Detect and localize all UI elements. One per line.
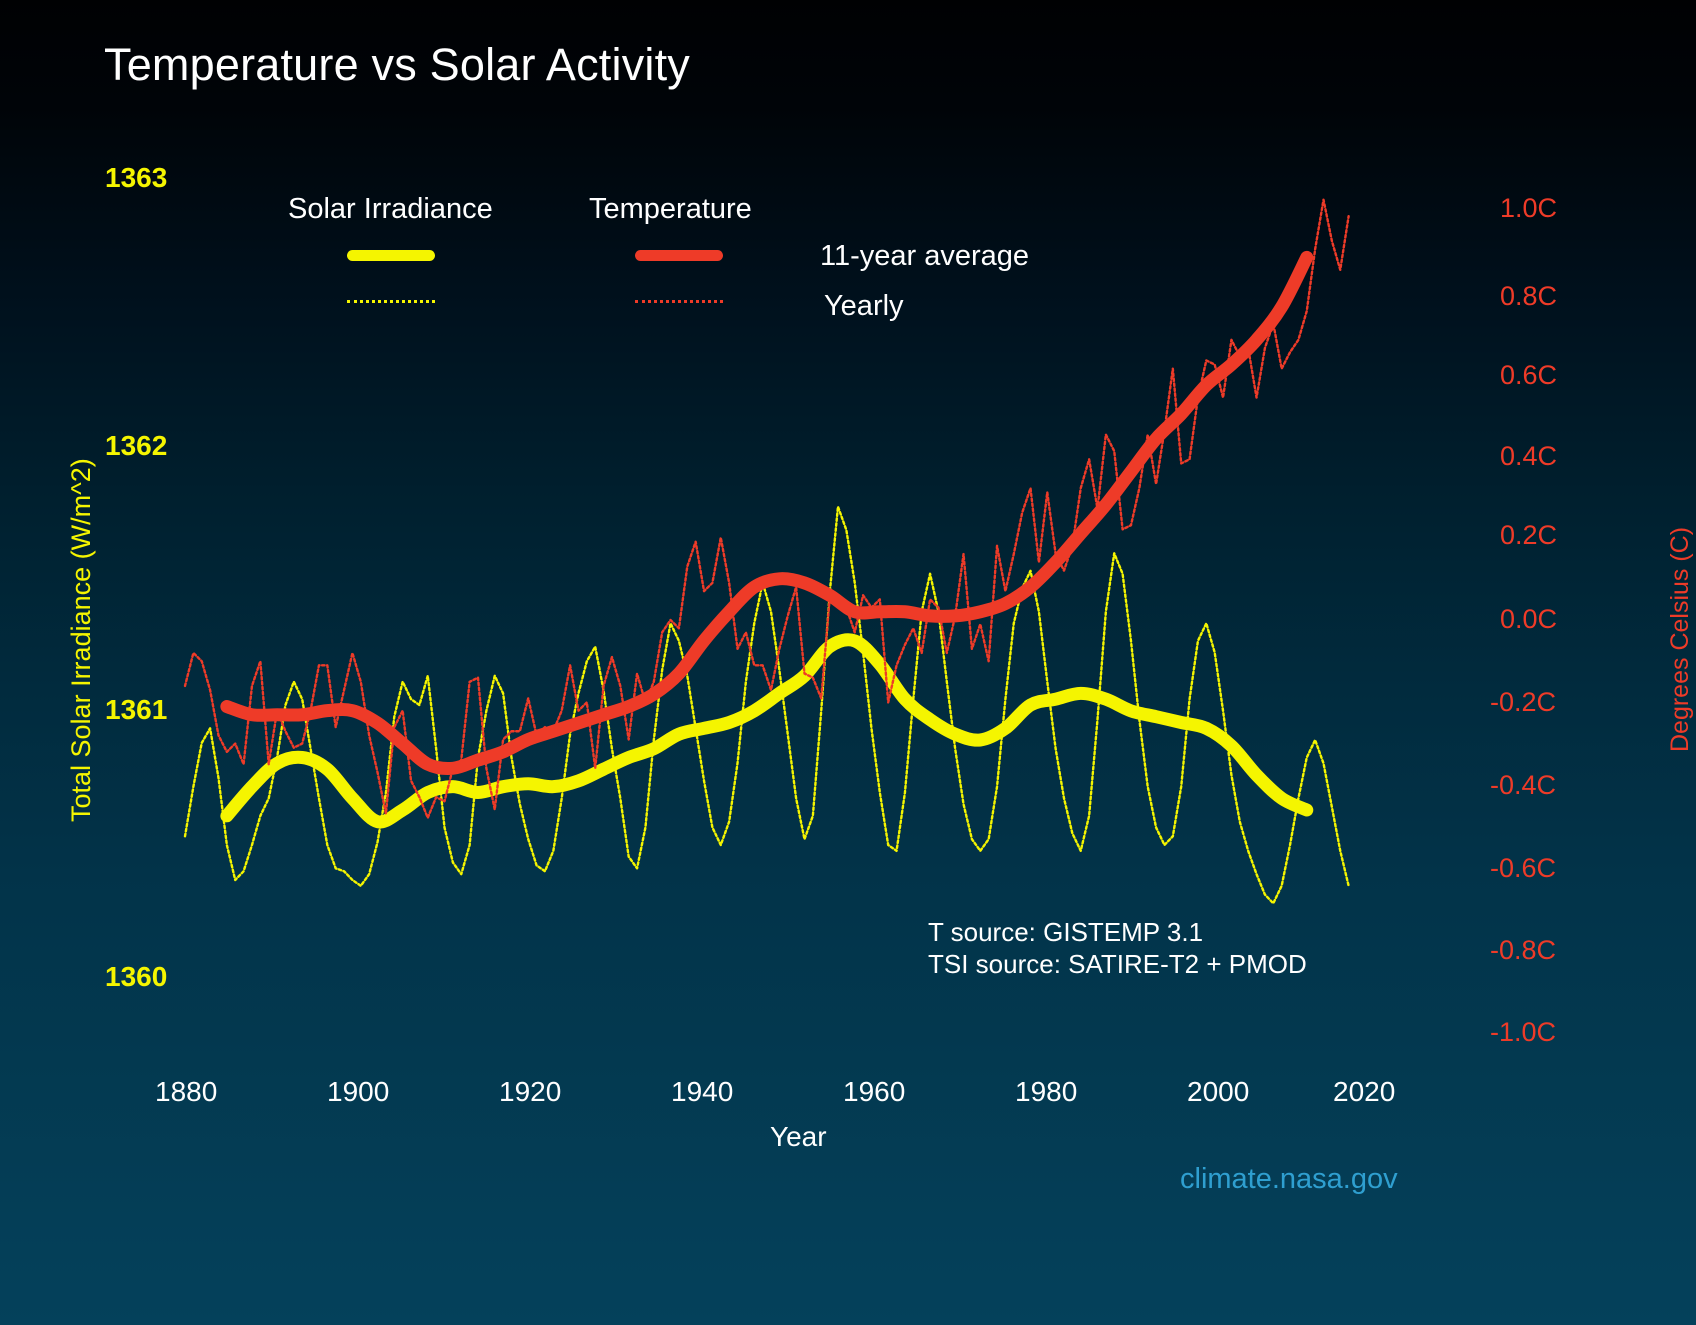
legend-swatch-temperature-yearly (635, 300, 723, 303)
y-axis-left-title: Total Solar Irradiance (W/m^2) (66, 458, 96, 822)
x-axis-tick-1980: 1980 (1015, 1076, 1078, 1107)
y-axis-left-tick-1363: 1363 (105, 162, 168, 193)
y-axis-right-title: Degrees Celsius (C) (1666, 526, 1694, 752)
y-axis-right-tick-minus-1-0: -1.0C (1490, 1017, 1557, 1047)
x-axis-tick-1940: 1940 (671, 1076, 734, 1107)
nasa-watermark[interactable]: climate.nasa.gov (1180, 1163, 1398, 1195)
legend-header-solar: Solar Irradiance (288, 193, 493, 225)
y-axis-right-tick-0-6: 0.6C (1500, 360, 1558, 390)
legend-swatch-solar-yearly (347, 300, 435, 303)
legend-swatch-temperature-average (635, 250, 723, 261)
y-axis-right-tick-0-4: 0.4C (1500, 441, 1558, 471)
x-axis-tick-1880: 1880 (155, 1076, 218, 1107)
y-axis-left-tick-1361: 1361 (105, 694, 168, 725)
legend-header-temperature: Temperature (589, 193, 752, 225)
y-axis-right-tick-minus-0-2: -0.2C (1490, 687, 1557, 717)
legend-label-yearly: Yearly (824, 290, 904, 322)
x-axis-tick-1900: 1900 (327, 1076, 390, 1107)
series-solar-irradiance-11-year-average (220, 633, 1314, 829)
y-axis-right-tick-minus-0-4: -0.4C (1490, 770, 1557, 800)
y-axis-right-tick-0-8: 0.8C (1500, 281, 1558, 311)
series-solar-irradiance-yearly (183, 505, 1350, 905)
y-axis-right-tick-minus-0-6: -0.6C (1490, 853, 1557, 883)
source-tsi: TSI source: SATIRE-T2 + PMOD (928, 949, 1307, 979)
x-axis-tick-1960: 1960 (843, 1076, 906, 1107)
x-axis-tick-1920: 1920 (499, 1076, 562, 1107)
y-axis-left-tick-1360: 1360 (105, 961, 168, 992)
y-axis-right-tick-0-2: 0.2C (1500, 520, 1558, 550)
y-axis-right-tick-0-0: 0.0C (1500, 604, 1558, 634)
source-temperature: T source: GISTEMP 3.1 (928, 917, 1204, 947)
page-title: Temperature vs Solar Activity (104, 39, 691, 90)
x-axis-tick-2020: 2020 (1333, 1076, 1396, 1107)
series-temperature-yearly (183, 198, 1350, 819)
x-axis-tick-2000: 2000 (1187, 1076, 1250, 1107)
legend-swatch-solar-average (347, 250, 435, 261)
y-axis-left-tick-1362: 1362 (105, 430, 168, 461)
x-axis-title: Year (770, 1121, 827, 1152)
legend-label-11-year-average: 11-year average (820, 240, 1030, 272)
series-temperature-11-year-average (220, 250, 1314, 776)
y-axis-right-tick-1-0: 1.0C (1500, 193, 1558, 223)
y-axis-right-tick-minus-0-8: -0.8C (1490, 935, 1557, 965)
